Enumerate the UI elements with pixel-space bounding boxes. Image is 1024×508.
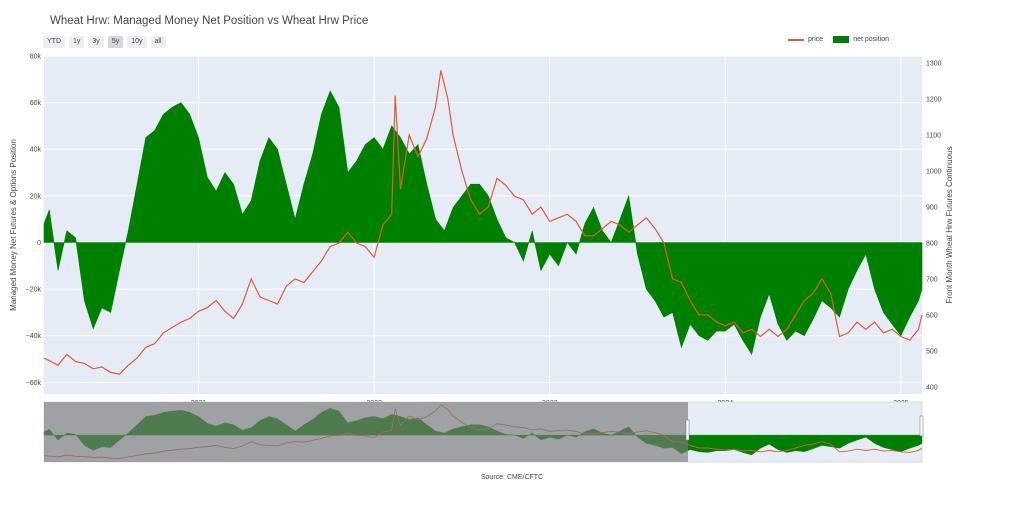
price-line-layer — [43, 70, 923, 375]
left-y-tick-label: −20k — [26, 287, 42, 294]
right-y-tick-label: 500 — [926, 348, 938, 355]
range-slider-right-handle[interactable] — [919, 415, 924, 437]
source-note: Source: CME/CFTC — [480, 474, 544, 481]
left-y-axis-title: Managed Money Net Futures & Options Posi… — [9, 139, 18, 311]
right-y-tick-label: 800 — [926, 240, 938, 247]
range-button-all[interactable]: all — [150, 36, 166, 48]
left-y-tick-label: −40k — [26, 333, 42, 340]
legend-item-net-position[interactable]: net position — [833, 36, 889, 43]
range-slider[interactable] — [43, 401, 924, 463]
legend: price net position — [788, 36, 889, 43]
price-line — [43, 70, 923, 375]
chart-title: Wheat Hrw: Managed Money Net Position vs… — [50, 15, 369, 27]
left-y-tick-label: 80k — [30, 54, 42, 61]
legend-item-price[interactable]: price — [788, 36, 823, 43]
range-button-5y[interactable]: 5y — [107, 36, 124, 48]
right-y-tick-label: 1100 — [926, 133, 941, 140]
right-y-axis-ticks: 400 500 600 700 800 900 1000 1100 1200 1300 — [926, 61, 942, 392]
right-y-tick-label: 700 — [926, 276, 938, 283]
left-y-tick-label: 40k — [30, 147, 42, 154]
net-position-area — [43, 90, 923, 356]
legend-line-swatch — [788, 38, 804, 41]
right-y-tick-label: 600 — [926, 312, 938, 319]
left-y-axis-ticks: 80k 60k 40k 20k 0 −20k −40k −60k — [26, 54, 42, 387]
range-button-10y[interactable]: 10y — [127, 36, 147, 48]
legend-label-price: price — [808, 36, 824, 43]
right-y-tick-label: 1000 — [926, 169, 942, 176]
net-position-area-layer — [43, 90, 923, 356]
right-y-tick-label: 1200 — [926, 97, 942, 104]
range-button-ytd[interactable]: YTD — [43, 36, 65, 48]
right-y-axis-title: Front Month Wheat Hrw Futures Continuous — [945, 147, 954, 304]
right-y-tick-label: 900 — [926, 205, 938, 212]
left-y-tick-label: 60k — [30, 100, 42, 107]
range-slider-unselected-shade — [44, 402, 688, 462]
range-button-1y[interactable]: 1y — [69, 36, 85, 48]
left-y-tick-label: −60k — [26, 380, 42, 387]
legend-label-net-position: net position — [853, 36, 889, 43]
range-button-3y[interactable]: 3y — [88, 36, 104, 48]
range-slider-left-handle[interactable] — [685, 419, 690, 441]
legend-fill-swatch — [833, 36, 850, 43]
right-y-tick-label: 1300 — [926, 61, 942, 68]
right-y-tick-label: 400 — [926, 384, 938, 391]
left-y-tick-label: 20k — [30, 193, 42, 200]
left-y-tick-label: 0 — [37, 240, 41, 247]
range-selector: YTD 1y 3y 5y 10y all — [43, 36, 166, 48]
